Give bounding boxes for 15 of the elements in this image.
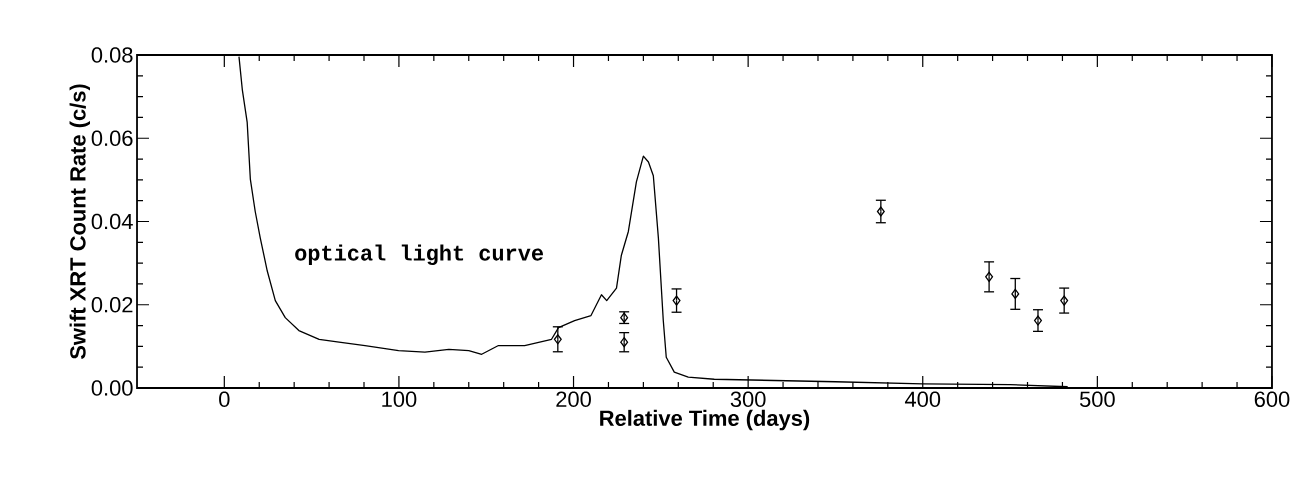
y-axis-title: Swift XRT Count Rate (c/s) — [69, 84, 90, 360]
y-tick-label: 0.06 — [91, 130, 133, 147]
x-tick-label: 0 — [219, 391, 230, 408]
y-tick-label: 0.04 — [91, 213, 133, 230]
annotation: optical light curve — [295, 244, 543, 266]
x-tick-label: 600 — [1254, 391, 1290, 408]
x-tick-label: 100 — [382, 391, 417, 408]
x-axis-title: Relative Time (days) — [600, 409, 810, 431]
y-tick-label: 0.02 — [91, 296, 133, 313]
y-tick-label: 0.00 — [91, 380, 133, 396]
x-tick-label: 400 — [904, 391, 941, 408]
x-tick-label: 300 — [730, 391, 766, 408]
y-tick-label: 0.08 — [91, 47, 133, 63]
x-tick-label: 200 — [556, 391, 591, 408]
x-tick-label: 500 — [1079, 391, 1115, 408]
